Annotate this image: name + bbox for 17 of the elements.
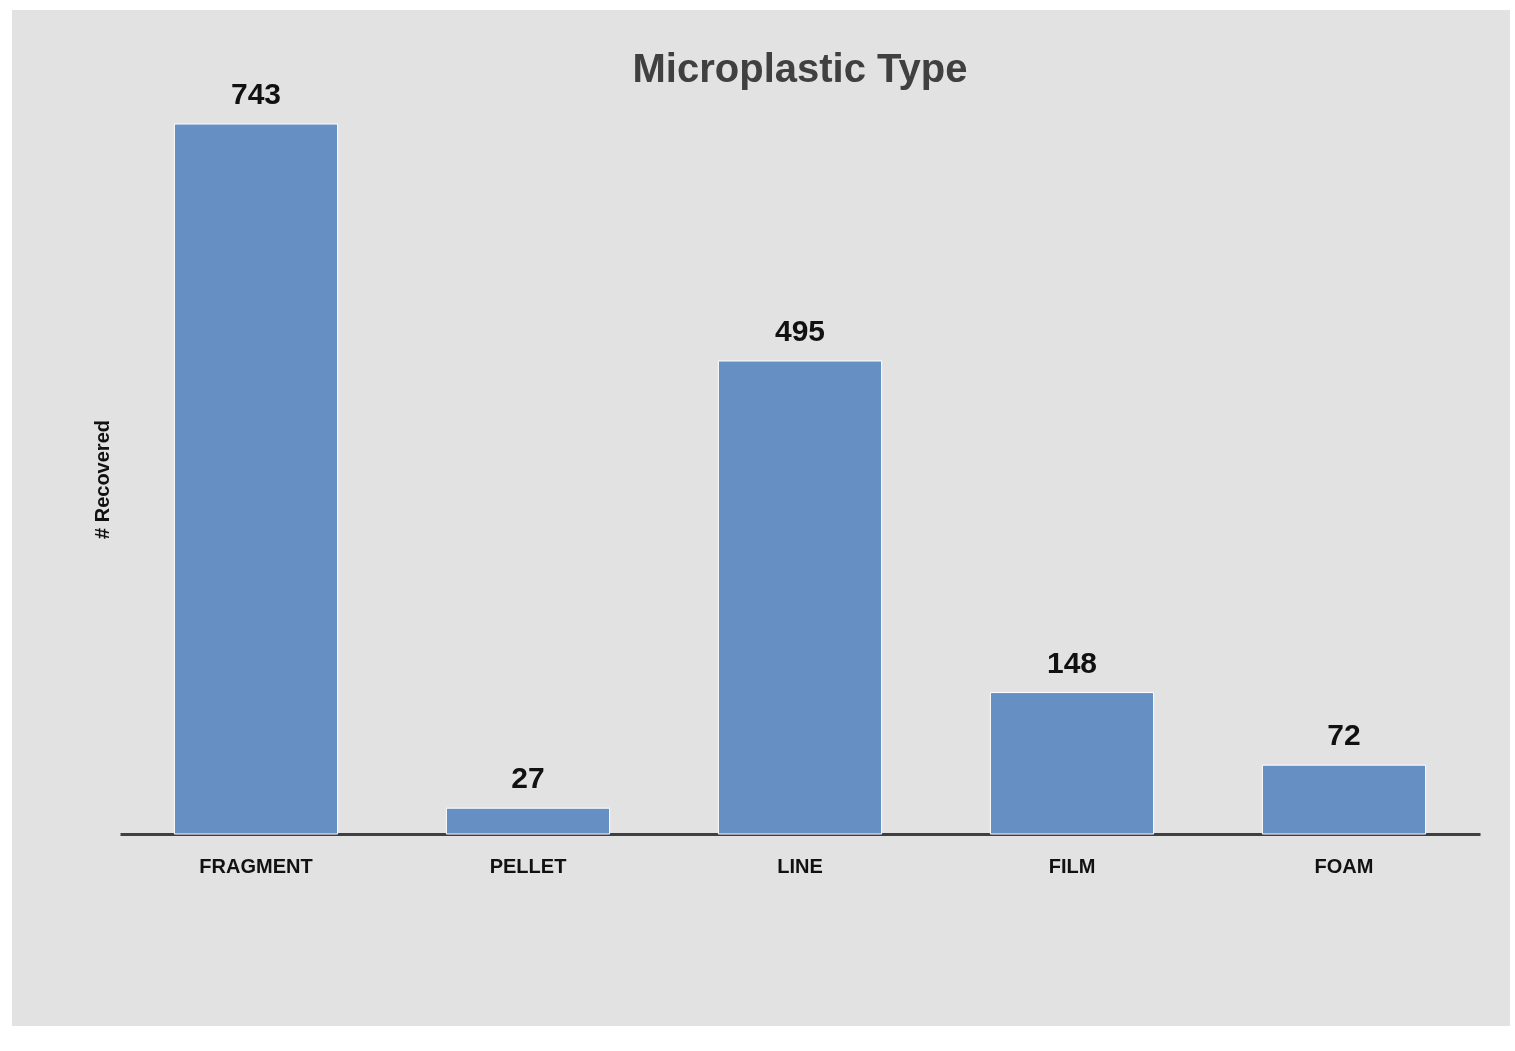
- bar: [445, 807, 611, 835]
- bar: [717, 360, 883, 835]
- bar: [1261, 764, 1427, 835]
- data-label: 743: [230, 77, 282, 110]
- data-label: 27: [511, 761, 545, 795]
- x-tick-label: PELLET: [489, 854, 567, 877]
- bar: [173, 123, 339, 835]
- x-tick-label: FILM: [1048, 854, 1096, 877]
- y-axis-title: # Recovered: [90, 420, 113, 539]
- chart-title: Microplastic Type: [632, 46, 968, 90]
- x-tick-label: LINE: [777, 854, 823, 877]
- data-label: 148: [1046, 645, 1098, 679]
- bar: [989, 692, 1155, 835]
- x-tick-label: FRAGMENT: [199, 854, 313, 877]
- x-tick-label: FOAM: [1314, 854, 1374, 877]
- data-label: 495: [774, 313, 826, 347]
- data-label: 72: [1327, 718, 1361, 752]
